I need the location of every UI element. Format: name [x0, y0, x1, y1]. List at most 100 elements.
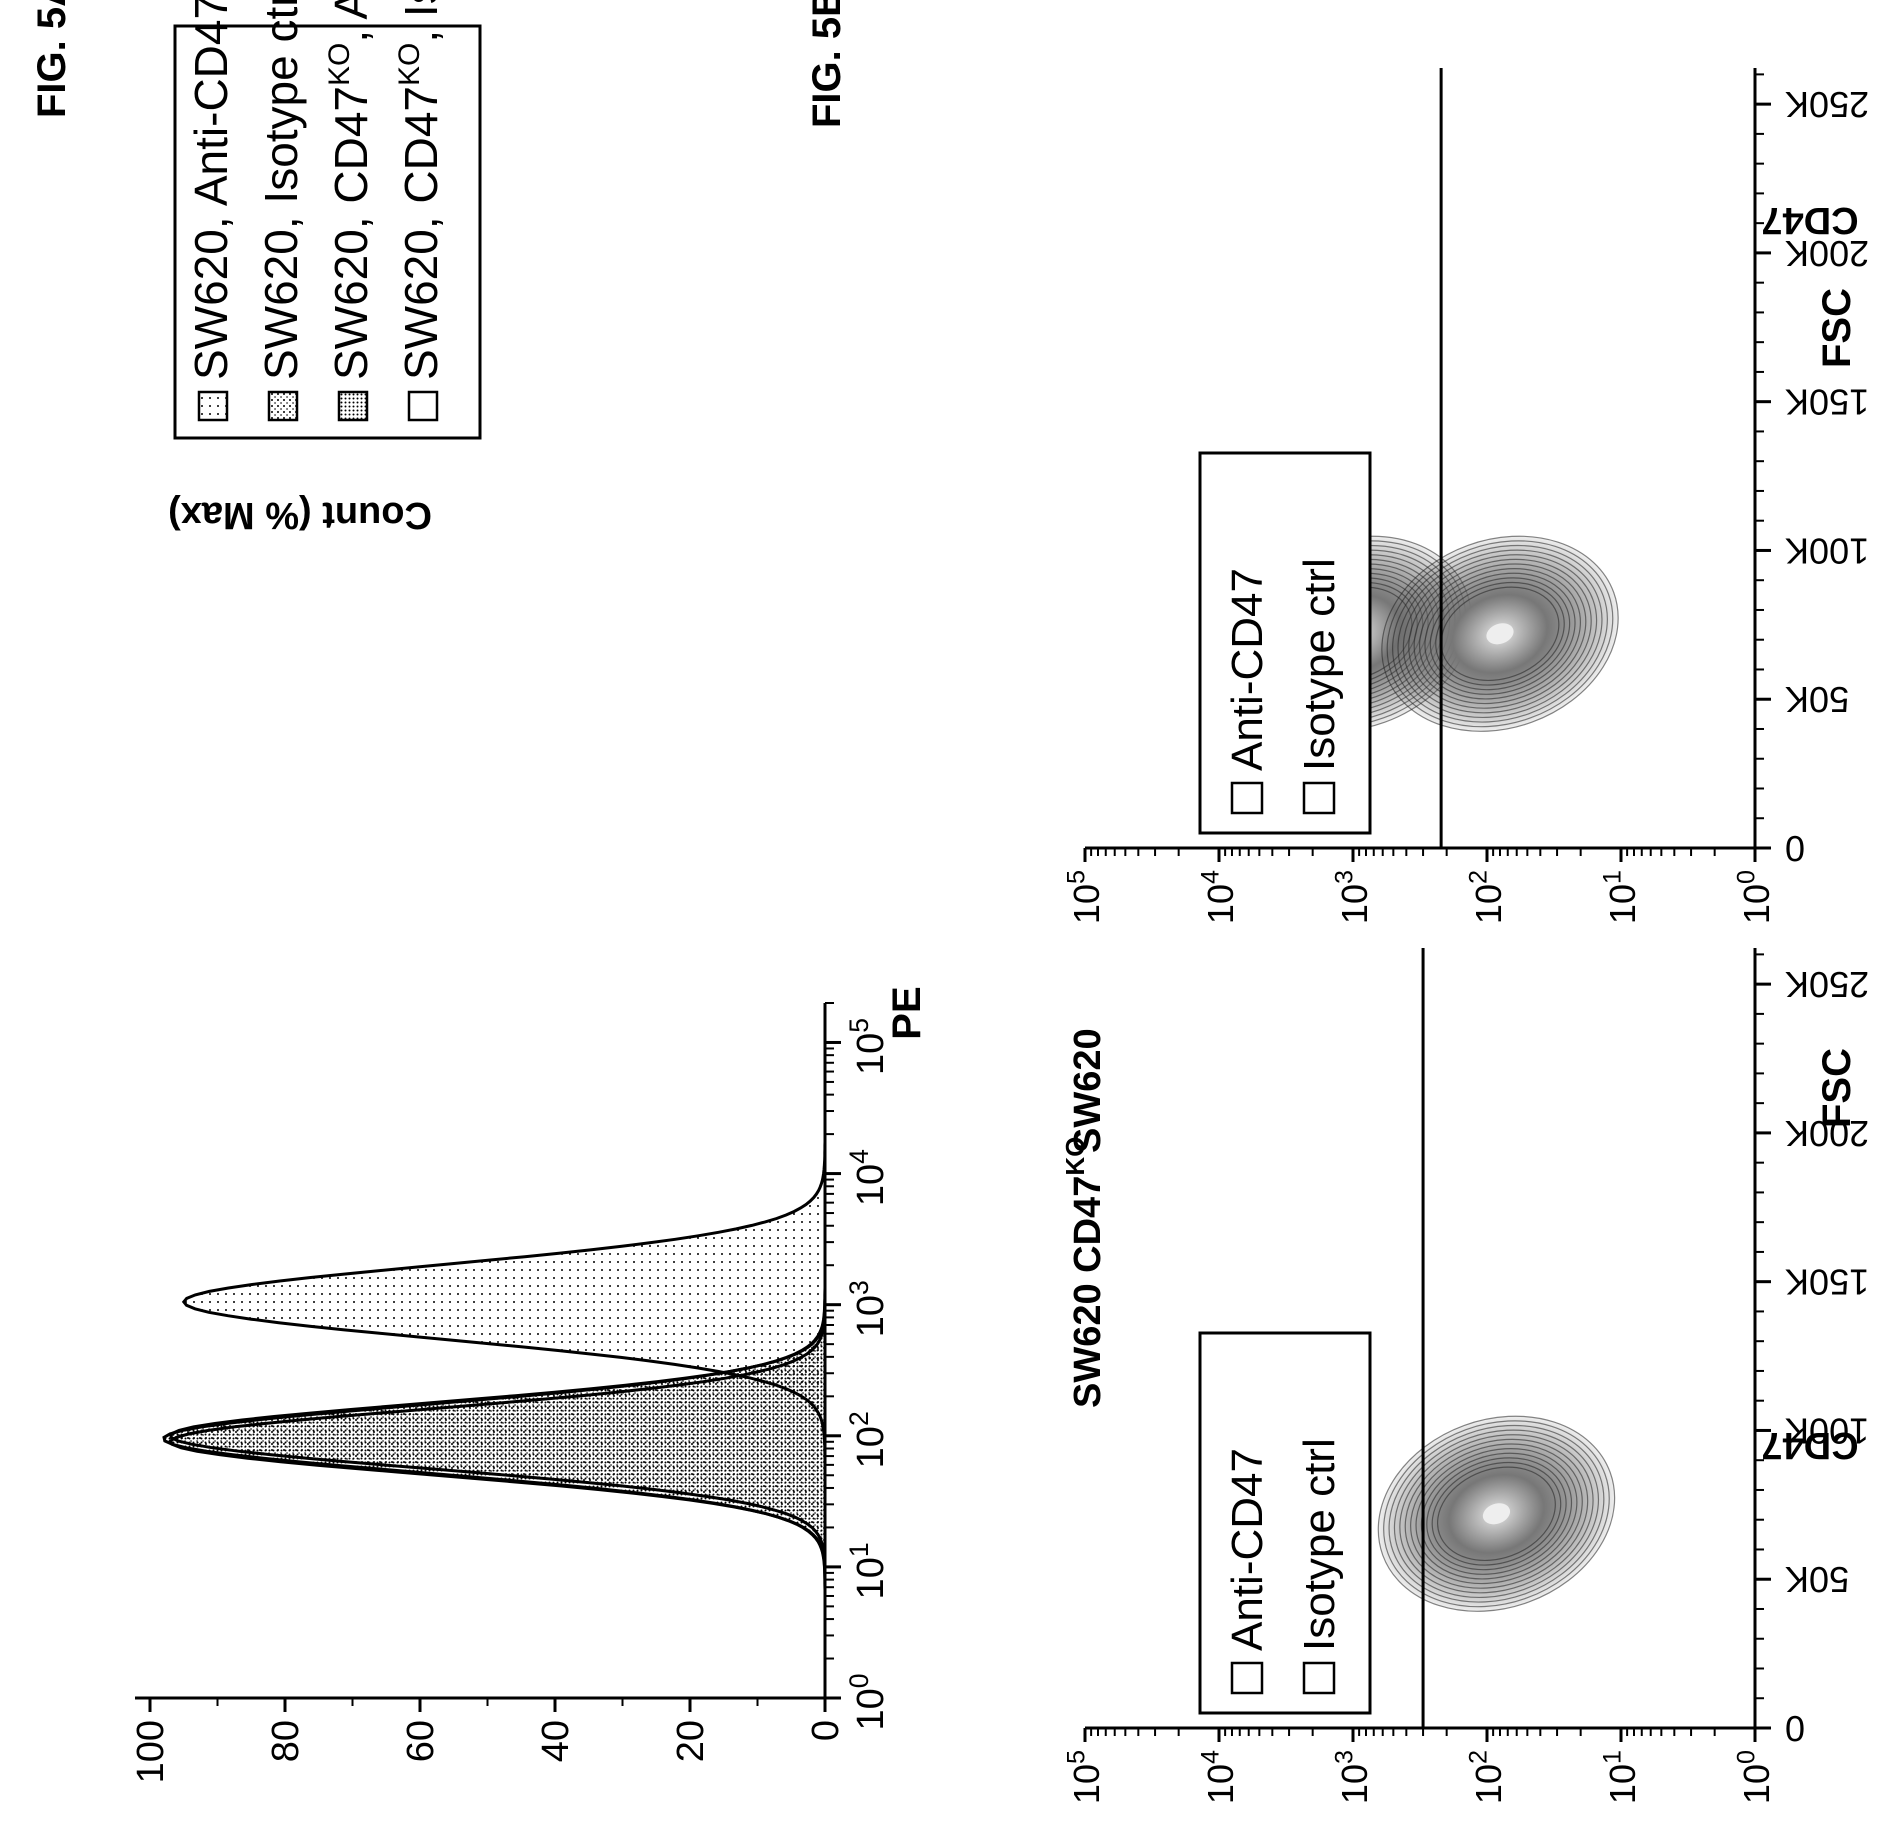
y-tick-label-5a: 20 — [670, 1720, 712, 1762]
y-tick-label: 105 — [1063, 1750, 1107, 1804]
legend-tail: , Isotype ctrl — [395, 0, 447, 43]
y-axis-label-cd47-left: CD47 — [1761, 199, 1858, 241]
x-tick-label-5a: 105 — [844, 1018, 892, 1075]
contour-line — [1410, 1443, 1583, 1585]
legend-text: SW620, Isotype ctrl — [255, 0, 307, 380]
contour-line — [1429, 577, 1571, 691]
legend-label: Anti-CD47 — [1223, 1448, 1272, 1651]
x-tick-label-5a-exp: 2 — [844, 1411, 874, 1426]
contour-line — [1397, 549, 1603, 719]
contour-line — [1399, 1434, 1594, 1594]
y-tick-label-base: 10 — [1468, 884, 1509, 924]
y-axis-label-cd47-right: CD47 — [1761, 1424, 1858, 1466]
y-tick-label: 101 — [1599, 1750, 1643, 1804]
y-tick-label: 100 — [1733, 870, 1777, 924]
y-tick-label-5a: 60 — [400, 1720, 442, 1762]
x-tick-label-5a-base: 10 — [850, 1164, 892, 1206]
contour-line — [1383, 1420, 1610, 1608]
contour-line — [1435, 581, 1565, 686]
legend-sup: KO — [323, 43, 356, 86]
legend-label: Anti-CD47 — [1223, 568, 1272, 771]
contour-line — [1393, 1429, 1600, 1599]
legend-swatch — [1230, 781, 1264, 815]
histogram-fill-1 — [183, 1003, 825, 1698]
contour-line — [1413, 563, 1587, 705]
x-tick-label-5a-base: 10 — [850, 1557, 892, 1599]
contour-line — [1404, 1438, 1589, 1589]
y-tick-label-5a: 80 — [265, 1720, 307, 1762]
y-tick-label: 101 — [1599, 870, 1643, 924]
y-tick-label: 102 — [1465, 1750, 1509, 1804]
x-tick-label: 200K — [1785, 233, 1869, 274]
y-tick-label: 103 — [1331, 1750, 1375, 1804]
contour-line — [1424, 572, 1576, 695]
x-tick-label-5a: 103 — [844, 1280, 892, 1337]
contour-line — [1437, 1466, 1556, 1562]
y-tick-label-base: 10 — [1602, 1764, 1643, 1804]
scatter-plot-sw620-cd47ko: 100101102103104105050K100K150K200K250KAn… — [1063, 948, 1869, 1804]
y-tick-label-base: 10 — [1334, 1764, 1375, 1804]
y-tick-label-5a: 40 — [535, 1720, 577, 1762]
y-axis-label-5a: Count (% Max) — [168, 494, 432, 536]
y-tick-label-base: 10 — [1334, 884, 1375, 924]
histogram-panel-5a: Count (% Max) PE 02040608010010010110210… — [130, 0, 929, 1783]
legend-label-5a: SW620, Anti-CD47 — [185, 0, 237, 380]
histogram-legend: SW620, Anti-CD47 SW620, Isotype ctrl SW620… — [173, 0, 482, 440]
x-tick-label-5a-exp: 1 — [844, 1542, 874, 1557]
x-tick-label-5a-exp: 5 — [844, 1018, 874, 1033]
contour-core — [1486, 623, 1514, 645]
x-tick-label-5a: 100 — [844, 1673, 892, 1730]
contour-line — [1386, 540, 1614, 728]
x-tick-label-5a-exp: 3 — [844, 1280, 874, 1295]
x-tick-label: 100K — [1785, 1410, 1869, 1451]
x-tick-label-5a-base: 10 — [850, 1426, 892, 1468]
y-tick-label-base: 10 — [1066, 884, 1107, 924]
y-tick-label-exp: 3 — [1331, 870, 1359, 884]
panel-title-sup: KO — [1060, 1137, 1090, 1176]
x-tick-label-5a-exp: 0 — [844, 1673, 874, 1688]
y-tick-label-exp: 4 — [1197, 870, 1225, 884]
legend-label-5a: SW620, CD47KO, Anti-CD47 — [323, 0, 377, 380]
x-tick-label-5a-base: 10 — [850, 1295, 892, 1337]
scatter-plot-sw620: 100101102103104105050K100K150K200K250KAn… — [1063, 68, 1869, 924]
contour-population-1 — [1377, 1415, 1616, 1612]
y-tick-label-exp: 3 — [1331, 1750, 1359, 1764]
y-tick-label-base: 10 — [1736, 1764, 1777, 1804]
x-tick-label: 250K — [1785, 964, 1869, 1005]
contour-line — [1415, 1448, 1578, 1580]
x-axis-label-fsc-right: FSC — [1815, 288, 1859, 368]
x-tick-label: 50K — [1785, 679, 1849, 720]
y-tick-label: 102 — [1465, 870, 1509, 924]
scatter-panel-sw620: SW620 CD47 FSC 100101102103104105050K100… — [1063, 68, 1869, 1153]
legend-swatch-5a — [407, 390, 439, 422]
y-tick-label-5a: 0 — [805, 1720, 847, 1741]
x-tick-label-5a: 102 — [844, 1411, 892, 1468]
x-tick-label: 0 — [1785, 828, 1805, 869]
legend-label-5a: SW620, Isotype ctrl — [255, 0, 307, 380]
scatter-panel-sw620-cd47ko: SW620 CD47KO CD47 FSC 100101102103104105… — [1060, 288, 1869, 1804]
x-tick-label-5a-base: 10 — [850, 1688, 892, 1730]
x-tick-label: 100K — [1785, 530, 1869, 571]
y-tick-label-exp: 5 — [1063, 870, 1091, 884]
x-tick-label: 200K — [1785, 1113, 1869, 1154]
contour-line — [1431, 1461, 1562, 1566]
x-tick-label-5a-exp: 4 — [844, 1149, 874, 1164]
y-tick-label: 104 — [1197, 870, 1241, 924]
x-tick-label-5a: 101 — [844, 1542, 892, 1599]
y-tick-label-base: 10 — [1066, 1764, 1107, 1804]
contour-core — [1482, 1503, 1511, 1525]
y-tick-label-exp: 0 — [1733, 870, 1761, 884]
x-tick-label: 250K — [1785, 84, 1869, 125]
legend-text: SW620, Anti-CD47 — [185, 0, 237, 380]
legend-text: SW620, CD47 — [395, 86, 447, 380]
y-tick-label: 103 — [1331, 870, 1375, 924]
fig-5a-label: FIG. 5A — [30, 0, 74, 118]
contour-line — [1402, 554, 1598, 714]
x-axis-label-5a: PE — [885, 986, 929, 1039]
contour-line — [1426, 1457, 1567, 1571]
legend-swatch-5a — [337, 390, 369, 422]
panel-title-sw620: SW620 — [1067, 1028, 1109, 1153]
contour-line — [1418, 568, 1582, 700]
